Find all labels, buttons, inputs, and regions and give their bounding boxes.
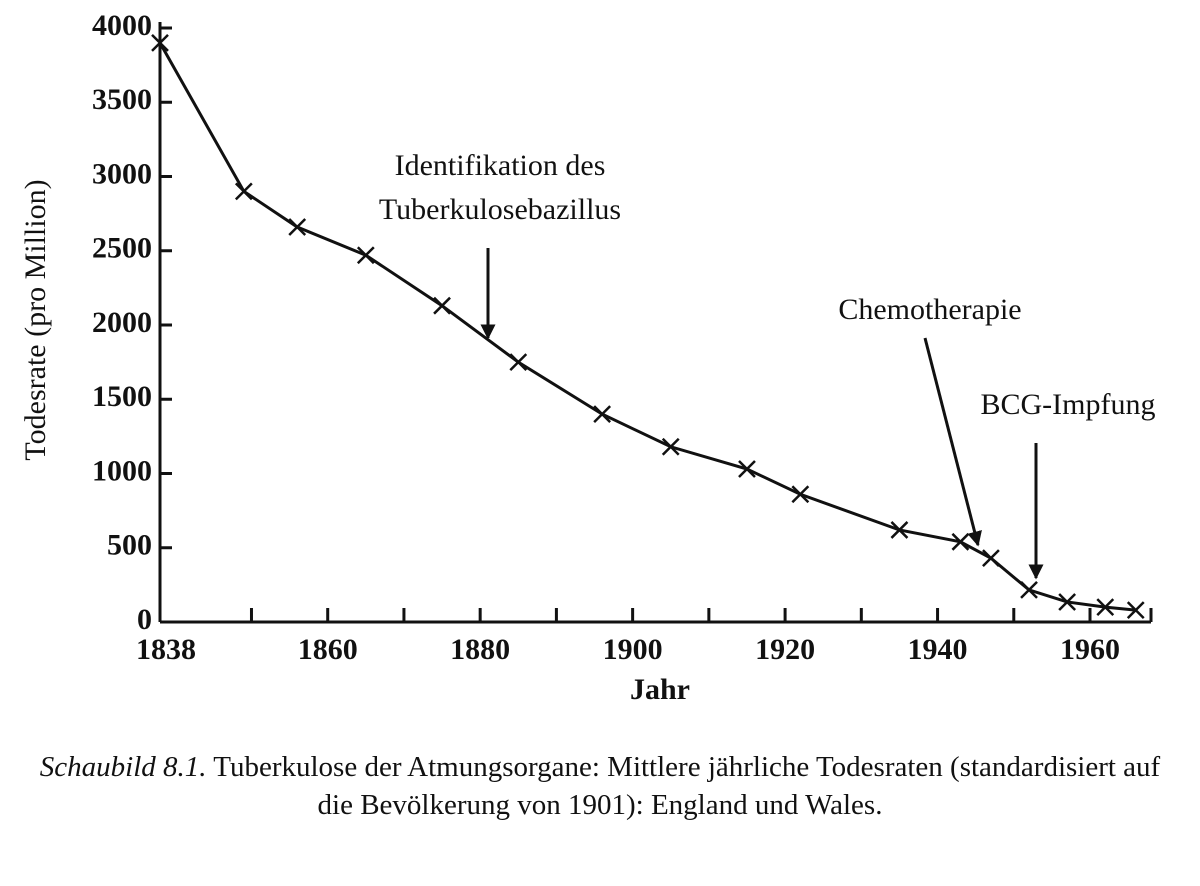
data-point — [890, 521, 909, 539]
data-point — [433, 296, 451, 315]
x-tick-label: 1960 — [1060, 633, 1120, 666]
x-tick-label: 1920 — [755, 633, 815, 666]
annotation-text: Identifikation des — [395, 149, 606, 182]
annotation-arrow — [923, 337, 982, 547]
data-point — [982, 549, 1000, 568]
data-point — [1126, 601, 1145, 620]
x-tick-label: 1860 — [298, 633, 358, 666]
data-point — [509, 353, 528, 372]
x-tick-label: 1940 — [908, 633, 968, 666]
data-point — [288, 218, 307, 236]
x-axis-label: Jahr — [630, 673, 690, 706]
x-tick-label: 1838 — [136, 633, 196, 666]
data-point — [1096, 598, 1115, 617]
y-tick-label: 500 — [107, 529, 152, 562]
y-tick-label: 2000 — [92, 306, 152, 339]
data-point — [951, 532, 970, 551]
caption: Schaubild 8.1. Tuberkulose der Atmungsor… — [20, 748, 1180, 824]
data-point — [1058, 593, 1077, 611]
caption-text: Tuberkulose der Atmungsorgane: Mittlere … — [213, 751, 1161, 821]
y-tick-label: 3500 — [92, 83, 152, 116]
caption-label: Schaubild 8.1. — [39, 751, 207, 783]
data-point — [234, 182, 253, 201]
data-point — [661, 437, 680, 456]
annotation-text: Tuberkulosebazillus — [379, 193, 621, 226]
annotation-text: Chemotherapie — [838, 293, 1021, 326]
y-tick-label: 1500 — [92, 380, 152, 413]
chart: Jahr Todesrate (pro Million) 0 500 1000 150… — [19, 9, 1156, 706]
data-point — [151, 33, 169, 52]
x-tick-label: 1900 — [603, 633, 663, 666]
annotation-text: BCG-Impfung — [981, 388, 1156, 421]
y-tick-label: 1000 — [92, 454, 152, 487]
y-axis-label: Todesrate (pro Million) — [19, 179, 52, 460]
y-tick-label: 0 — [137, 603, 152, 636]
data-point — [791, 485, 810, 504]
data-point — [1020, 581, 1038, 599]
y-tick-label: 4000 — [92, 9, 152, 42]
y-tick-label: 2500 — [92, 232, 152, 265]
data-line — [158, 42, 1136, 612]
data-point — [356, 246, 375, 265]
y-tick-label: 3000 — [92, 157, 152, 190]
data-point — [593, 405, 612, 423]
data-point — [738, 460, 756, 478]
x-tick-label: 1880 — [450, 633, 510, 666]
